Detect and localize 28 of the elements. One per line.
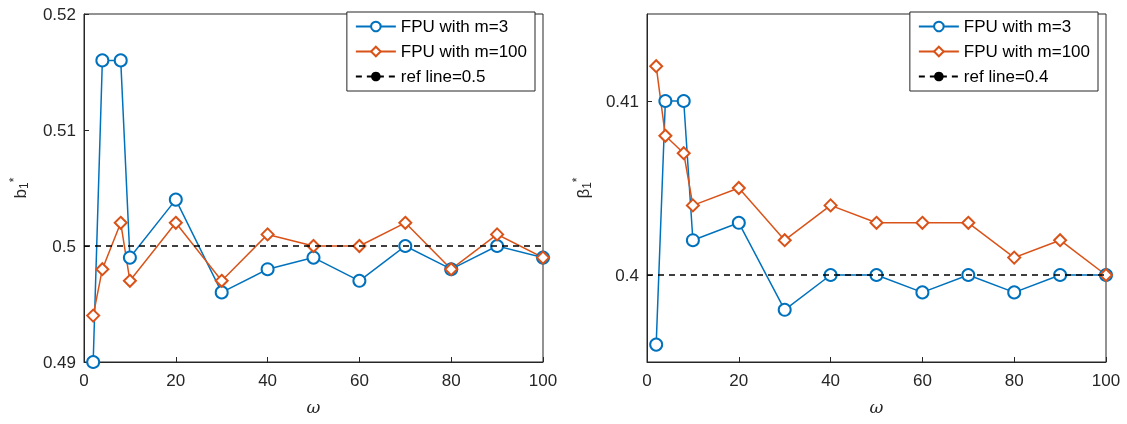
x-tick-label: 60 (912, 371, 932, 390)
y-axis-title: b1* (7, 177, 31, 199)
x-tick-label: 40 (258, 371, 278, 390)
legend-label: FPU with m=3 (400, 17, 509, 36)
legend-label: FPU with m=3 (963, 17, 1072, 36)
legend-label: FPU with m=100 (963, 42, 1091, 61)
y-tick-label: 0.49 (42, 352, 76, 372)
legend-label: ref line=0.4 (963, 67, 1049, 86)
legend-label: FPU with m=100 (400, 42, 528, 61)
y-tick-label: 0.4 (615, 265, 639, 285)
x-tick-label: 80 (441, 371, 461, 390)
y-tick-label: 0.41 (605, 91, 639, 111)
x-tick-label: 60 (349, 371, 369, 390)
legend-label: ref line=0.5 (400, 67, 486, 86)
x-tick-label: 0 (642, 371, 652, 390)
x-tick-label: 20 (729, 371, 749, 390)
x-axis-title: ω (306, 396, 321, 417)
x-tick-label: 100 (528, 371, 558, 390)
x-tick-label: 100 (1091, 371, 1121, 390)
y-tick-label: 0.51 (42, 120, 76, 140)
x-tick-label: 20 (166, 371, 186, 390)
x-tick-label: 80 (1004, 371, 1024, 390)
y-tick-label: 0.5 (52, 236, 76, 256)
y-axis-title: β1* (570, 177, 594, 199)
x-tick-label: 40 (821, 371, 841, 390)
y-tick-label: 0.52 (42, 4, 76, 24)
x-tick-label: 0 (79, 371, 89, 390)
x-axis-title: ω (869, 396, 884, 417)
